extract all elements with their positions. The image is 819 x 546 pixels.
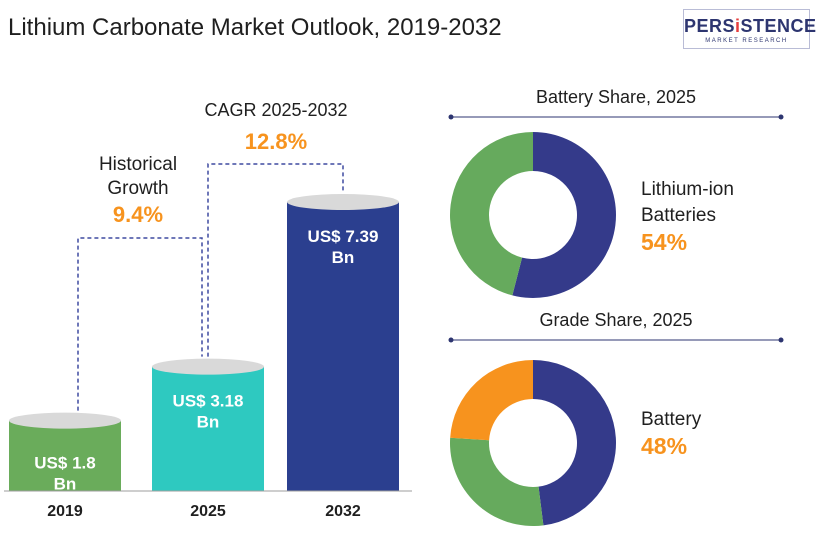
battery-share-title: Battery Share, 2025 <box>536 87 696 107</box>
grade-donut-slice-2 <box>450 360 533 441</box>
cagr-connector <box>207 163 344 357</box>
grade-share-title: Grade Share, 2025 <box>539 310 692 330</box>
bar-value-label: Bn <box>197 413 220 432</box>
cagr-value: 12.8% <box>245 129 307 154</box>
bar-value-label: Bn <box>54 475 77 494</box>
battery-donut-slice-0 <box>512 132 617 299</box>
grade-highlight-value: 48% <box>641 433 687 459</box>
logo-subtitle: MARKET RESEARCH <box>705 38 788 44</box>
bar-top-2019 <box>9 412 121 429</box>
grade-share-divider-dot <box>448 337 454 343</box>
brand-logo: PERSiSTENCE MARKET RESEARCH <box>683 9 817 49</box>
grade-share-divider-dot <box>778 337 784 343</box>
bar-2025 <box>152 366 264 491</box>
grade-highlight-label: Battery <box>641 409 702 430</box>
bar-value-label: US$ 7.39 <box>308 227 379 246</box>
x-tick-label: 2025 <box>190 503 226 520</box>
battery-share-divider-dot <box>448 114 454 120</box>
historical-label: Historical <box>99 154 177 175</box>
battery-highlight-label: Lithium-ion <box>641 179 734 200</box>
grade-donut-slice-1 <box>450 437 544 526</box>
page-title: Lithium Carbonate Market Outlook, 2019-2… <box>8 14 502 41</box>
battery-share-divider-dot <box>778 114 784 120</box>
battery-highlight-value: 54% <box>641 229 687 255</box>
bar-2032 <box>287 202 399 491</box>
historical-connector <box>77 237 203 411</box>
historical-growth-value: 9.4% <box>113 202 163 227</box>
battery-donut-slice-1 <box>450 132 533 296</box>
x-tick-label: 2019 <box>47 503 83 520</box>
cagr-label: CAGR 2025-2032 <box>204 100 347 120</box>
historical-label: Growth <box>107 178 168 199</box>
bar-value-label: Bn <box>332 248 355 267</box>
bar-top-2025 <box>152 358 264 375</box>
grade-donut-slice-0 <box>533 360 616 526</box>
battery-highlight-label: Batteries <box>641 205 716 226</box>
x-tick-label: 2032 <box>325 503 361 520</box>
bar-value-label: US$ 3.18 <box>173 392 244 411</box>
bar-2019 <box>9 420 121 491</box>
bar-value-label: US$ 1.8 <box>34 454 95 473</box>
bar-top-2032 <box>287 194 399 210</box>
logo-wordmark: PERSiSTENCE <box>684 16 817 36</box>
